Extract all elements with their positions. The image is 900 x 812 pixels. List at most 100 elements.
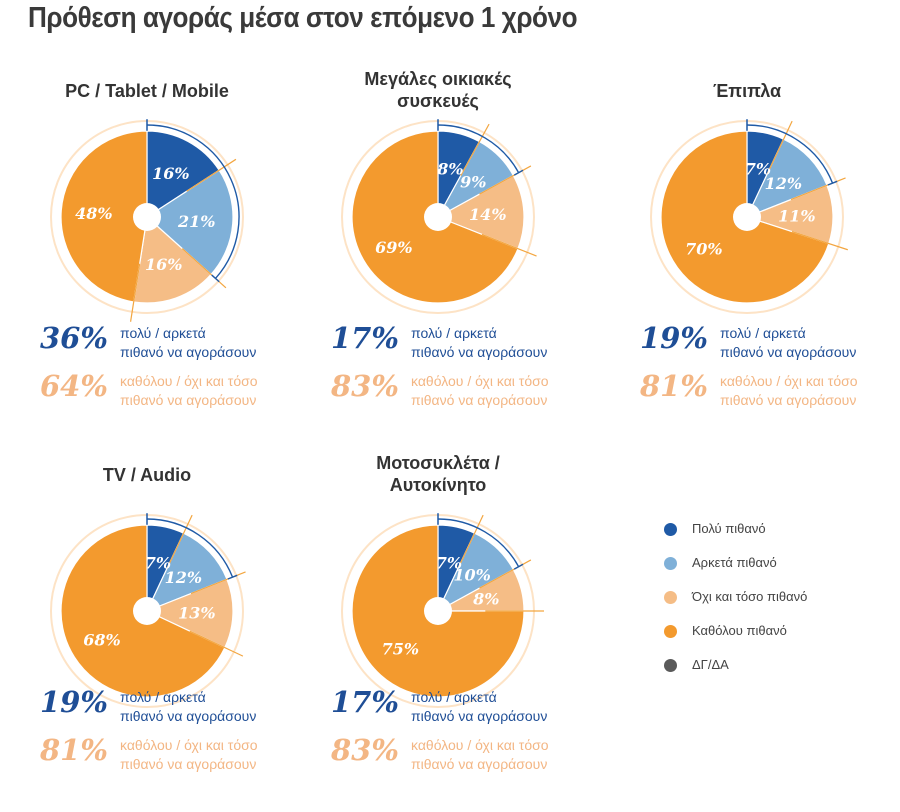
summary-text: πολύ / αρκετά πιθανό να αγοράσουν [411, 324, 547, 362]
summary-line-1: πολύ / αρκετά [120, 325, 206, 341]
pie-slice [60, 130, 148, 303]
chart-title: Έπιπλα [712, 81, 782, 101]
chart-title: Μοτοσυκλέτα / Αυτοκίνητο [376, 453, 500, 495]
pie-chart: 8%9% 14% 69% [341, 119, 537, 314]
summary-text: καθόλου / όχι και τόσο πιθανό να αγοράσου… [120, 736, 258, 774]
summary-text: καθόλου / όχι και τόσο πιθανό να αγοράσου… [120, 372, 258, 410]
likely-bracket-arc [146, 124, 240, 279]
pie-hole [133, 597, 161, 625]
summary-line-1: καθόλου / όχι και τόσο [411, 373, 549, 389]
slice-leader-line [460, 123, 490, 176]
summary-line-1: πολύ / αρκετά [720, 325, 806, 341]
summary-line-1: πολύ / αρκετά [120, 689, 206, 705]
legend-label: Όχι και τόσο πιθανό [692, 589, 808, 604]
slice-leader-line [457, 514, 484, 569]
summary-text: πολύ / αρκετά πιθανό να αγοράσουν [120, 688, 256, 726]
pie-hole [424, 203, 452, 231]
summary-line-1: καθόλου / όχι και τόσο [120, 373, 258, 389]
summary-percent: 36% [40, 321, 108, 355]
legend-swatch [664, 523, 677, 536]
summary-text: καθόλου / όχι και τόσο πιθανό να αγοράσου… [720, 372, 858, 410]
pie-slice [436, 174, 525, 250]
slice-leader-line [189, 630, 244, 657]
slice-label: 69% [375, 238, 412, 257]
legend-swatch [664, 659, 677, 672]
likely-bracket-arc [437, 124, 520, 174]
pie-chart-panel: TV / Audio 7% 12% 13% 68% 19% πολύ / αρκετά πιθ… [40, 462, 330, 812]
pie-slice [146, 169, 234, 276]
pie-chart-panel: Έπιπλα 7% 12% 11% 70% 19% πολύ / αρκετά πιθανό … [640, 78, 900, 428]
summary-line-1: καθόλου / όχι και τόσο [720, 373, 858, 389]
pie-chart: 7%10% 8% 75% [341, 513, 544, 708]
pie-slice [745, 138, 828, 219]
chart-title: Μεγάλες οικιακές συσκευές [364, 69, 512, 111]
likely-bracket-arc [437, 518, 520, 568]
pie-chart-panel: Μοτοσυκλέτα / Αυτοκίνητο 7% 10% 8% 75% 17% πολ… [331, 450, 621, 800]
summary-text: καθόλου / όχι και τόσο πιθανό να αγοράσου… [411, 736, 549, 774]
pie-hole [733, 203, 761, 231]
slice-label: 11% [778, 206, 815, 225]
slice-label: 9% [460, 173, 486, 192]
slice-leader-line [166, 514, 193, 569]
summary-text: πολύ / αρκετά πιθανό να αγοράσουν [120, 324, 256, 362]
slice-leader-line [129, 263, 141, 322]
slice-label: 70% [685, 239, 722, 258]
likely-bracket-arc [146, 518, 234, 578]
pie-hole [133, 203, 161, 231]
slice-label: 48% [75, 204, 112, 223]
slice-leader-line [186, 158, 237, 192]
summary-percent: 81% [640, 369, 708, 403]
slice-label: 13% [178, 604, 215, 623]
slice-label: 8% [472, 590, 499, 609]
legend-swatch [664, 625, 677, 638]
legend-label: Πολύ πιθανό [692, 521, 766, 536]
pie-slice [145, 532, 228, 613]
summary-line-1: πολύ / αρκετά [411, 325, 497, 341]
bracket-end [227, 574, 238, 580]
slice-label: 21% [177, 212, 215, 231]
slice-leader-line [481, 233, 537, 257]
summary-line-1: καθόλου / όχι και τόσο [411, 737, 549, 753]
summary-line-2: πιθανό να αγοράσουν [120, 344, 257, 360]
pie-slice [146, 130, 220, 219]
pie-chart-panel: PC / Tablet / Mobile 16% 21% 16% 48% 36% πολύ … [40, 78, 330, 428]
pie-chart-panel: Μεγάλες οικιακές συσκευές 8% 9% 14% 69% 17% πο… [331, 66, 621, 416]
bracket-end [827, 180, 838, 186]
slice-label: 14% [469, 205, 506, 224]
summary-line-2: πιθανό να αγοράσουν [411, 708, 548, 724]
legend-label: Καθόλου πιθανό [692, 623, 787, 638]
summary-line-2: πιθανό να αγοράσουν [411, 344, 548, 360]
legend-label: ΔΓ/ΔΑ [692, 657, 729, 672]
summary-percent: 19% [640, 321, 708, 355]
bracket-end [513, 169, 524, 176]
summary-line-2: πιθανό να αγοράσουν [120, 756, 257, 772]
summary-line-2: πιθανό να αγοράσουν [120, 392, 257, 408]
summary-text: καθόλου / όχι και τόσο πιθανό να αγοράσου… [411, 372, 549, 410]
summary-line-2: πιθανό να αγοράσουν [120, 708, 257, 724]
slice-label: 8% [436, 160, 463, 179]
slice-label: 7% [436, 553, 462, 572]
slice-label: 12% [765, 174, 802, 193]
slice-leader-line [766, 120, 793, 175]
slice-label: 75% [382, 640, 419, 659]
summary-line-2: πιθανό να αγοράσουν [720, 344, 857, 360]
pie-slice [351, 524, 525, 698]
legend-swatch [664, 557, 677, 570]
summary-text: πολύ / αρκετά πιθανό να αγοράσουν [411, 688, 547, 726]
slice-label: 16% [152, 164, 189, 183]
summary-line-1: πολύ / αρκετά [411, 689, 497, 705]
summary-line-2: πιθανό να αγοράσουν [411, 392, 548, 408]
slice-label: 10% [453, 566, 490, 585]
pie-chart: 7%12% 11% 70% [650, 119, 848, 314]
pie-chart: 16% 21% 16% 48% [50, 119, 244, 322]
legend-label: Αρκετά πιθανό [692, 555, 777, 570]
summary-line-2: πιθανό να αγοράσουν [411, 756, 548, 772]
slice-label: 7% [145, 553, 171, 572]
likely-bracket-arc [746, 124, 834, 184]
summary-percent: 17% [331, 685, 399, 719]
chart-title: PC / Tablet / Mobile [65, 81, 229, 101]
summary-text: πολύ / αρκετά πιθανό να αγοράσουν [720, 324, 856, 362]
summary-percent: 64% [40, 369, 108, 403]
summary-line-1: καθόλου / όχι και τόσο [120, 737, 258, 753]
pie-hole [424, 597, 452, 625]
